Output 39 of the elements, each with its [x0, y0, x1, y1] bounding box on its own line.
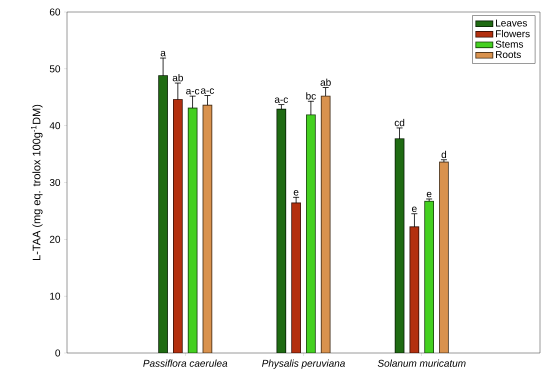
- x-tick-label: Passiflora caerulea: [143, 360, 228, 367]
- bar: [291, 202, 301, 353]
- y-tick-label: 0: [55, 349, 60, 357]
- data-label: a-c: [200, 88, 214, 94]
- bar: [202, 104, 212, 353]
- data-label: e: [426, 192, 432, 198]
- bar: [394, 138, 404, 353]
- bar: [439, 162, 449, 353]
- x-tick-label: Solanum muricatum: [378, 360, 466, 367]
- bar: [158, 75, 168, 353]
- data-label: cd: [394, 118, 404, 126]
- legend-label: Stems: [496, 40, 524, 48]
- y-tick-label: 10: [50, 292, 60, 300]
- data-label: a-c: [274, 97, 288, 103]
- data-label: bc: [306, 92, 316, 100]
- bar: [320, 96, 331, 353]
- data-label: e: [294, 190, 298, 196]
- bar: [424, 200, 434, 353]
- data-label: a-c: [186, 88, 200, 94]
- legend-label: Leaves: [496, 20, 527, 27]
- y-tick-label: 60: [50, 8, 60, 16]
- data-label: ab: [172, 74, 183, 82]
- bar: [173, 99, 183, 353]
- data-label: ab: [320, 78, 331, 86]
- legend-label: Roots: [496, 51, 521, 58]
- bar: [188, 108, 198, 353]
- y-axis-title: L-TAA (mg eq. trolox 100g$^{-1}$DM): [31, 104, 43, 260]
- y-tick-label: 20: [50, 236, 60, 243]
- bar: [410, 226, 420, 353]
- y-tick-label: 40: [50, 122, 60, 130]
- y-tick-label: 50: [50, 65, 60, 72]
- legend-label: Flowers: [496, 30, 530, 38]
- data-label: a: [160, 50, 166, 56]
- bar: [276, 108, 286, 353]
- bar: [306, 114, 316, 353]
- x-tick-label: Physalis peruviana: [262, 360, 345, 369]
- y-tick-label: 30: [50, 178, 60, 186]
- data-label: d: [442, 150, 446, 158]
- data-label: e: [412, 206, 417, 212]
